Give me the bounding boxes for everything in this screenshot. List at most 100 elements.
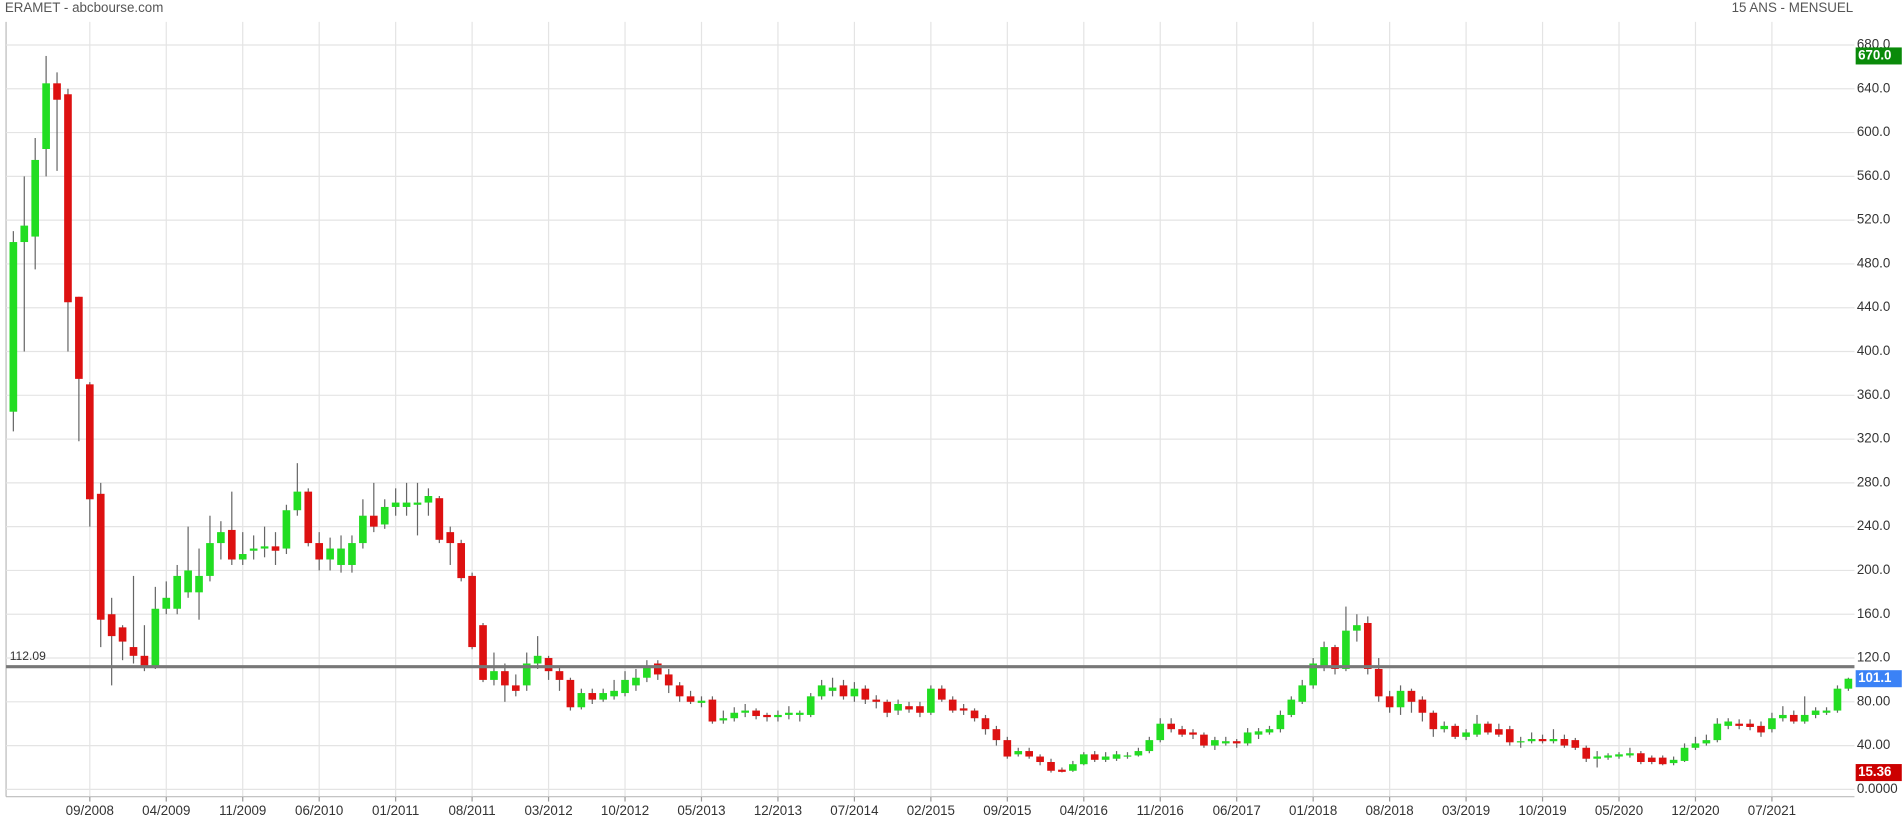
candle-body [413,502,422,505]
candle-body [1746,723,1754,727]
candle-body [664,674,673,686]
candle-body [850,688,859,697]
candle-body [315,543,324,560]
candle-body [872,699,881,702]
candle-body [1735,723,1743,726]
y-tick-label: 0.0000 [1857,781,1898,796]
candle-body [752,710,760,717]
candle-body [75,296,83,379]
candle-body [981,718,990,730]
y-tick-label: 280.0 [1857,474,1890,489]
candle-body [959,708,968,711]
candle-body [173,575,182,609]
x-tick-label: 04/2016 [1060,803,1108,818]
candle-body [1221,741,1230,744]
candle-body [861,688,870,700]
price-marker-label: 670.0 [1858,47,1891,62]
candle-body [1047,762,1055,771]
candle-body [1571,740,1580,748]
candle-body [1724,721,1733,726]
x-tick-label: 08/2011 [448,803,495,818]
candle-body [129,647,138,656]
candle-body [1058,769,1066,772]
y-tick-label: 320.0 [1857,431,1890,446]
candle-body [686,696,695,702]
candle-body [249,548,258,551]
candle-body [501,671,509,686]
candle-body [708,699,717,722]
header-left: ERAMET - abcbourse.com [5,0,163,15]
candle-body [31,159,40,237]
candle-body [905,706,913,710]
candle-body [1462,732,1470,737]
candle-body [632,677,640,686]
header-right: 15 ANS - MENSUEL [1732,0,1854,15]
candle-body [337,548,345,565]
candle-body [1495,729,1503,735]
y-tick-label: 560.0 [1857,168,1890,183]
candle-body [1768,718,1776,730]
x-tick-label: 05/2013 [677,803,725,818]
candle-body [1385,696,1394,708]
candle-body [1178,729,1186,735]
candle-body [1505,729,1514,743]
candle-body [435,498,444,540]
candle-body [1822,710,1831,713]
candle-body [1167,723,1175,730]
candle-body [1538,739,1547,742]
candle-body [1669,759,1678,764]
candle-body [511,685,520,691]
candle-body [730,712,739,719]
candle-body [348,543,356,565]
candle-body [1713,723,1722,741]
candle-body [260,546,269,549]
candle-body [522,663,531,686]
x-tick-label: 11/2009 [219,803,266,818]
candle-body [1473,723,1481,735]
candle-body [1844,678,1853,689]
candle-body [1014,751,1023,755]
candle-body [304,491,313,544]
candle-body [1265,729,1274,733]
candle-body [227,529,236,560]
candle-body [1680,747,1689,761]
x-tick-label: 10/2019 [1518,803,1566,818]
candle-body [817,685,826,697]
candle-body [490,671,498,680]
y-tick-label: 400.0 [1857,343,1890,358]
candle-body [1691,743,1700,748]
candle-body [741,710,750,713]
candle-body [588,693,597,700]
candle-body [238,554,247,560]
candle-body [64,94,72,303]
candle-body [653,663,662,675]
candle-body [795,712,804,715]
reference-label: 112.09 [10,649,46,663]
candle-body [763,714,771,718]
candle-body [1025,751,1033,757]
candle-body [697,700,706,703]
candle-body [184,570,192,593]
candle-body [806,696,815,715]
candle-body [1396,690,1405,708]
candle-body [1298,685,1307,702]
y-tick-label: 480.0 [1857,255,1890,270]
candle-body [533,655,542,664]
candle-body [1090,754,1099,760]
x-tick-label: 02/2015 [907,803,955,818]
candle-body [970,710,979,719]
candle-body [1134,751,1143,756]
x-tick-label: 03/2012 [524,803,572,818]
candle-body [446,532,455,544]
candle-body [1101,756,1110,760]
candle-body [424,496,433,503]
x-tick-label: 03/2019 [1442,803,1490,818]
candle-body [948,699,957,711]
candle-body [1276,714,1285,730]
candle-body [992,729,1001,741]
x-tick-label: 06/2017 [1213,803,1261,818]
candle-body [1647,757,1656,763]
candle-body [599,693,608,700]
y-tick-label: 160.0 [1857,606,1890,621]
